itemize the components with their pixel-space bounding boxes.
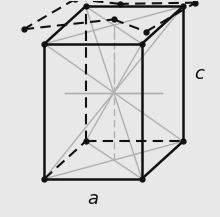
Text: c: c <box>194 65 204 83</box>
Text: a: a <box>88 190 99 208</box>
